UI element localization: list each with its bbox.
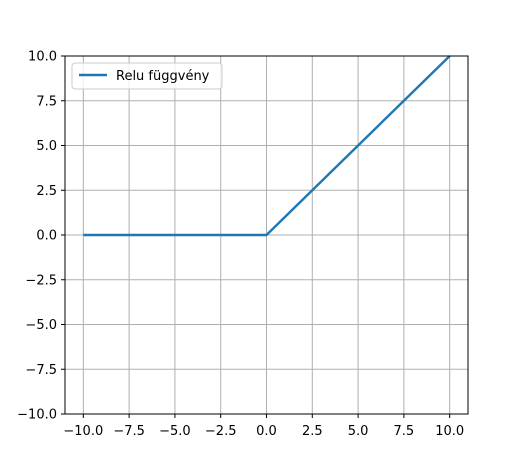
legend-box bbox=[71, 62, 223, 90]
x-tick-label: 0.0 bbox=[256, 424, 277, 439]
x-tick-label: −7.5 bbox=[113, 424, 145, 439]
x-tick-label: 10.0 bbox=[435, 424, 464, 439]
x-tick-label: −2.5 bbox=[205, 424, 237, 439]
series-layer bbox=[83, 55, 451, 237]
y-tick-label: −10.0 bbox=[17, 408, 57, 423]
y-tick-label: 5.0 bbox=[36, 139, 57, 154]
y-tick-label: −2.5 bbox=[25, 273, 57, 288]
series-line-relu bbox=[83, 55, 451, 237]
x-tick-label: 2.5 bbox=[302, 424, 323, 439]
y-tick-label: 10.0 bbox=[28, 50, 57, 65]
x-tick-label: −5.0 bbox=[159, 424, 191, 439]
y-tick-label: 7.5 bbox=[36, 94, 57, 109]
y-tick-label: 2.5 bbox=[36, 184, 57, 199]
x-tick-label: −10.0 bbox=[63, 424, 103, 439]
y-axis: −10.0 −7.5 −5.0 −2.5 0.0 2.5 5.0 7.5 10.0 bbox=[17, 50, 65, 423]
x-tick-label: 5.0 bbox=[348, 424, 369, 439]
legend: Relu függvény bbox=[71, 62, 223, 90]
y-tick-label: 0.0 bbox=[36, 229, 57, 244]
x-tick-label: 7.5 bbox=[394, 424, 415, 439]
legend-label: Relu függvény bbox=[116, 69, 210, 84]
x-axis: −10.0 −7.5 −5.0 −2.5 0.0 2.5 5.0 7.5 10.0 bbox=[63, 414, 464, 439]
y-tick-label: −5.0 bbox=[25, 318, 57, 333]
y-tick-label: −7.5 bbox=[25, 363, 57, 378]
